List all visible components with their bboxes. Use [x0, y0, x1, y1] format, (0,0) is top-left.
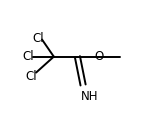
Text: O: O	[94, 50, 103, 63]
Text: Cl: Cl	[32, 32, 44, 45]
Text: Cl: Cl	[22, 50, 34, 63]
Text: NH: NH	[80, 90, 98, 103]
Text: Cl: Cl	[26, 70, 37, 83]
